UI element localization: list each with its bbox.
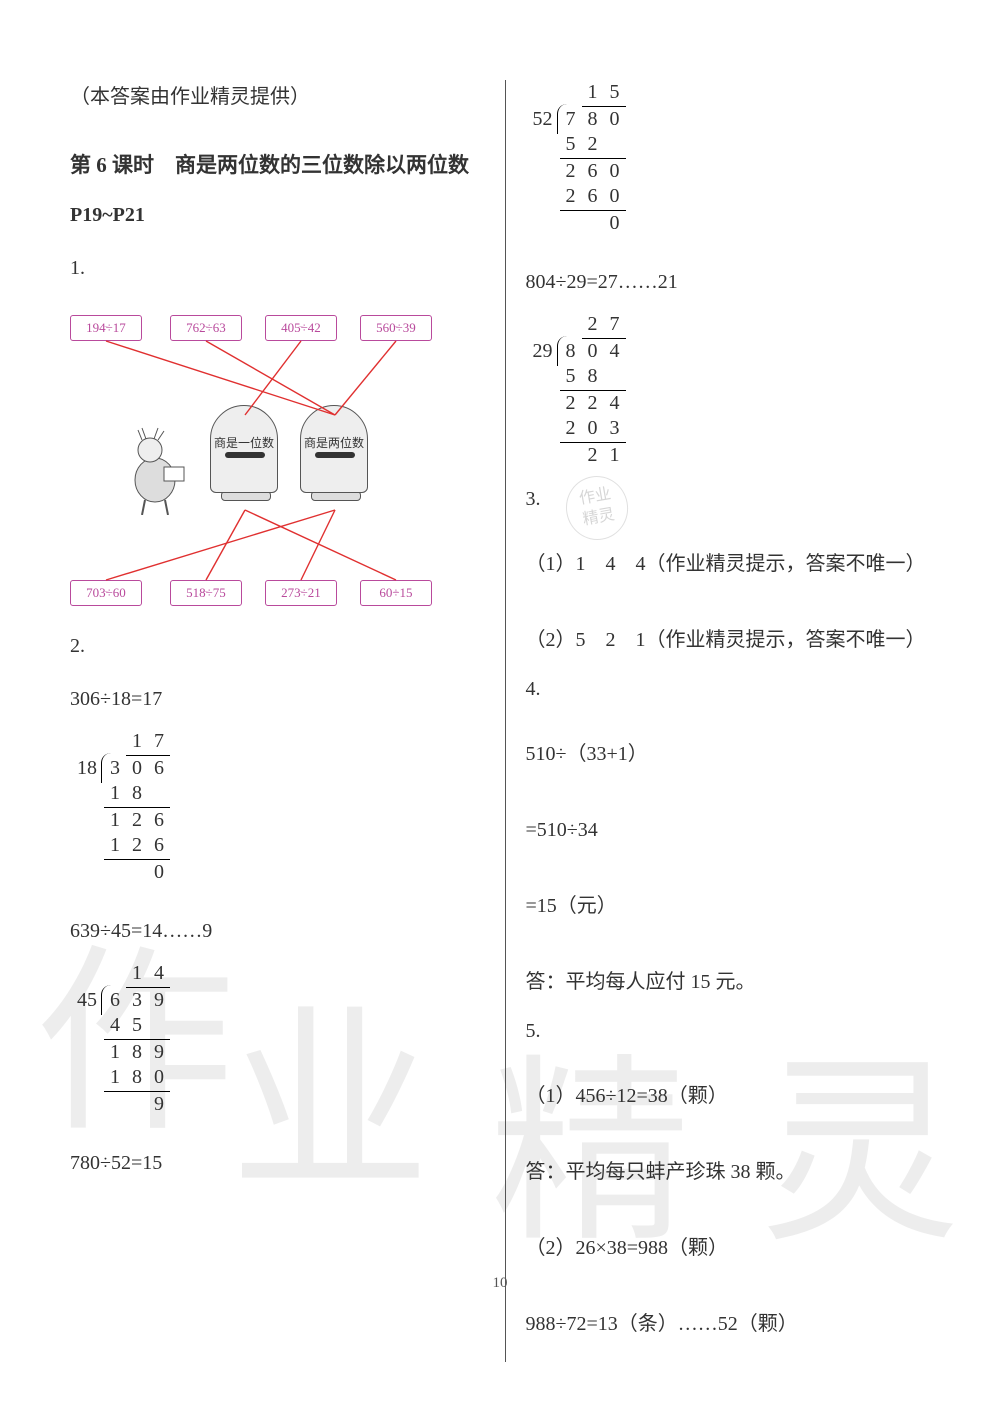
q2-number: 2. [70, 635, 475, 658]
long-division: 15 52780 52 260 260 0 [526, 80, 931, 236]
answer-sentence: 答：平均每只蚌产珍珠 38 颗。 [526, 1154, 931, 1190]
long-division: 14 45639 45 189 180 9 [70, 961, 475, 1117]
answer-line: （2）5 2 1（作业精灵提示，答案不唯一） [526, 622, 931, 658]
equation: 804÷29=27……21 [526, 271, 931, 294]
matching-lines [70, 305, 430, 615]
source-note: （本答案由作业精灵提供） [70, 80, 475, 109]
calc-line: （1）456÷12=38（颗） [526, 1078, 931, 1114]
equation: 639÷45=14……9 [70, 920, 475, 943]
stamp-watermark: 作业精灵 [560, 471, 632, 544]
left-column: （本答案由作业精灵提供） 第 6 课时 商是两位数的三位数除以两位数 P19~P… [70, 80, 495, 1362]
equation: 306÷18=17 [70, 688, 475, 711]
equation: 780÷52=15 [70, 1152, 475, 1175]
q5-number: 5. [526, 1020, 931, 1043]
calc-line: =510÷34 [526, 812, 931, 848]
right-column: 15 52780 52 260 260 0 804÷29=27……21 27 2… [505, 80, 931, 1362]
calc-line: （2）26×38=988（颗） [526, 1230, 931, 1266]
answer-sentence: 答：平均每人应付 15 元。 [526, 964, 931, 1000]
long-division: 17 18306 18 126 126 0 [70, 729, 475, 885]
calc-line: =15（元） [526, 888, 931, 924]
lesson-title: 第 6 课时 商是两位数的三位数除以两位数 [70, 149, 475, 179]
q1-diagram: 194÷17 762÷63 405÷42 560÷39 703÷60 518÷7… [70, 305, 430, 615]
long-division: 27 29804 58 224 203 21 [526, 312, 931, 468]
calc-line: 988÷72=13（条）……52（颗） [526, 1306, 931, 1342]
page-range: P19~P21 [70, 204, 475, 227]
q1-number: 1. [70, 257, 475, 280]
calc-line: 510÷（33+1） [526, 736, 931, 772]
q4-number: 4. [526, 678, 931, 701]
answer-line: （1）1 4 4（作业精灵提示，答案不唯一） [526, 546, 931, 582]
